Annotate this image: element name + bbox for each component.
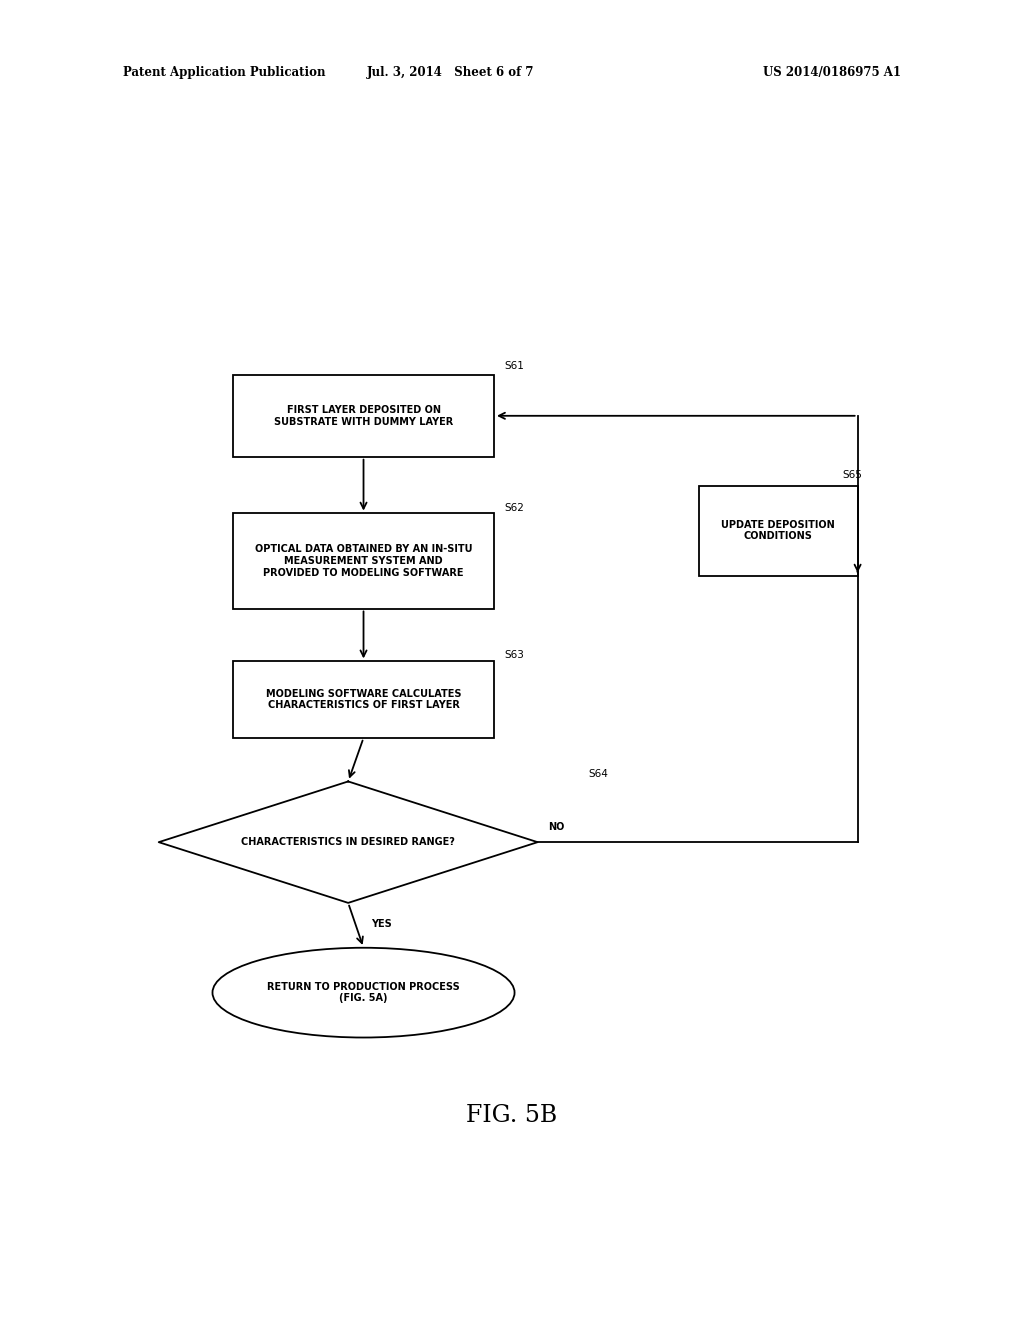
Text: US 2014/0186975 A1: US 2014/0186975 A1 — [763, 66, 901, 79]
Text: Patent Application Publication: Patent Application Publication — [123, 66, 326, 79]
FancyBboxPatch shape — [232, 375, 494, 457]
Text: S65: S65 — [842, 470, 862, 480]
Text: FIG. 5B: FIG. 5B — [466, 1104, 558, 1127]
Text: NO: NO — [548, 821, 564, 832]
FancyBboxPatch shape — [698, 486, 858, 576]
Text: RETURN TO PRODUCTION PROCESS
(FIG. 5A): RETURN TO PRODUCTION PROCESS (FIG. 5A) — [267, 982, 460, 1003]
Text: CHARACTERISTICS IN DESIRED RANGE?: CHARACTERISTICS IN DESIRED RANGE? — [242, 837, 455, 847]
Text: UPDATE DEPOSITION
CONDITIONS: UPDATE DEPOSITION CONDITIONS — [721, 520, 836, 541]
Text: MODELING SOFTWARE CALCULATES
CHARACTERISTICS OF FIRST LAYER: MODELING SOFTWARE CALCULATES CHARACTERIS… — [266, 689, 461, 710]
Text: S62: S62 — [504, 503, 524, 513]
Text: S61: S61 — [504, 360, 524, 371]
FancyBboxPatch shape — [232, 661, 494, 738]
FancyBboxPatch shape — [232, 513, 494, 609]
Text: Jul. 3, 2014   Sheet 6 of 7: Jul. 3, 2014 Sheet 6 of 7 — [367, 66, 535, 79]
Text: YES: YES — [371, 919, 391, 929]
Text: OPTICAL DATA OBTAINED BY AN IN-SITU
MEASUREMENT SYSTEM AND
PROVIDED TO MODELING : OPTICAL DATA OBTAINED BY AN IN-SITU MEAS… — [255, 544, 472, 578]
Text: FIRST LAYER DEPOSITED ON
SUBSTRATE WITH DUMMY LAYER: FIRST LAYER DEPOSITED ON SUBSTRATE WITH … — [273, 405, 454, 426]
Text: S63: S63 — [504, 649, 524, 660]
Ellipse shape — [213, 948, 514, 1038]
Text: S64: S64 — [589, 768, 608, 779]
